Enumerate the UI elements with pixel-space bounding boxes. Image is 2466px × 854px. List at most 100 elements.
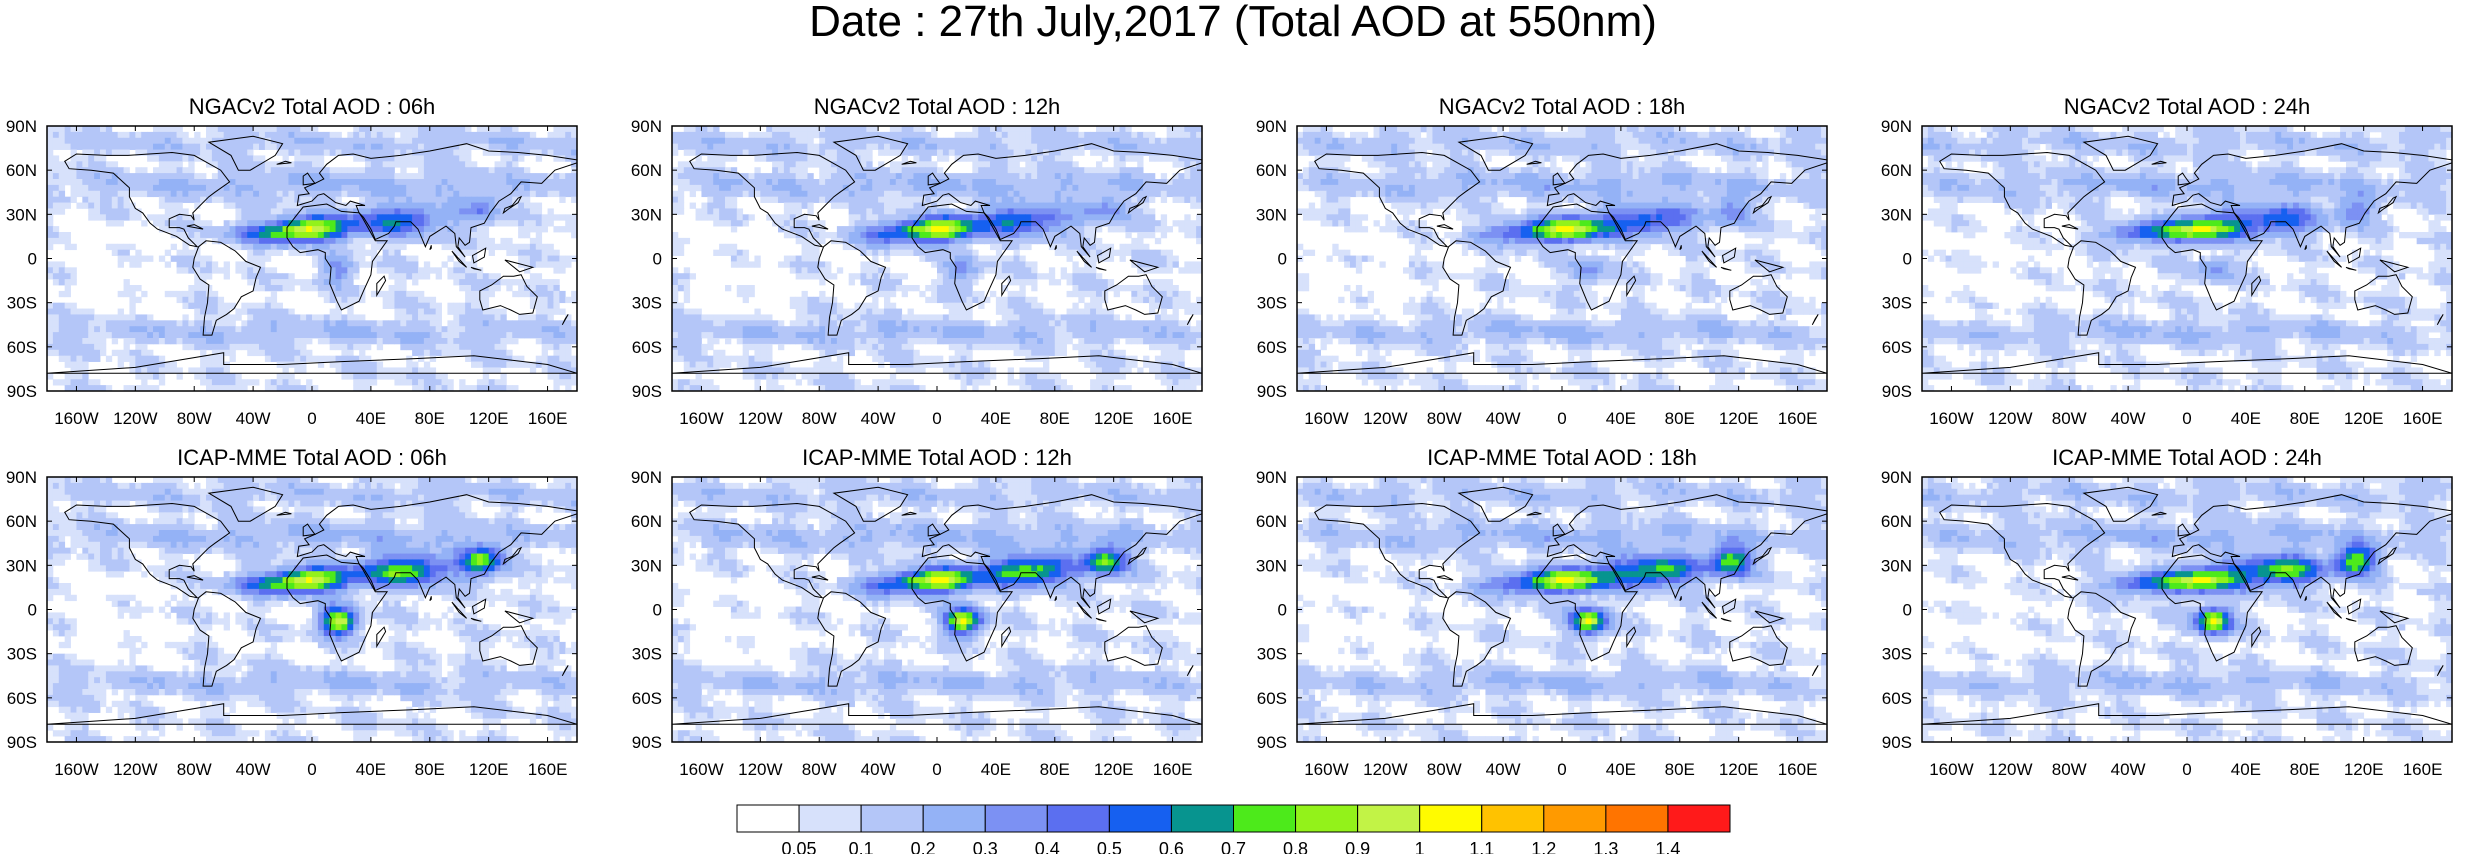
colorbar-label: 1.1 (1469, 839, 1494, 854)
lat-label: 90N (1881, 468, 1912, 487)
coastline (2379, 259, 2410, 273)
coastline (302, 172, 316, 186)
lat-label: 30N (6, 205, 37, 224)
lon-label: 120W (1988, 409, 2032, 428)
coastline (561, 665, 569, 677)
panel-title: NGACv2 Total AOD : 06h (189, 94, 436, 119)
colorbar-label: 0.1 (849, 839, 874, 854)
panel-title: ICAP-MME Total AOD : 06h (177, 445, 447, 470)
coastline (2082, 486, 2159, 522)
lon-label: 0 (932, 760, 941, 779)
coastline (689, 502, 856, 599)
coastline (504, 610, 535, 624)
coastline (451, 250, 467, 268)
lon-label: 80E (1665, 409, 1695, 428)
coastline (1129, 610, 1160, 624)
lon-label: 120E (469, 760, 509, 779)
coastline (64, 151, 231, 248)
lon-label: 80W (177, 760, 212, 779)
coastline (1752, 546, 1773, 566)
lat-label: 90S (1882, 733, 1912, 752)
coastline (64, 502, 231, 599)
lat-label: 90S (632, 733, 662, 752)
lon-label: 0 (1557, 409, 1566, 428)
lon-label: 40E (1606, 409, 1636, 428)
lat-label: 90S (1882, 382, 1912, 401)
lon-label: 40E (1606, 760, 1636, 779)
coastline (1729, 625, 1788, 666)
coastline (2436, 665, 2444, 677)
coastline (1104, 274, 1163, 315)
panel-title: ICAP-MME Total AOD : 24h (2052, 445, 2322, 470)
lat-label: 60N (6, 161, 37, 180)
colorbar-label: 0.6 (1159, 839, 1184, 854)
colorbar-swatch (1170, 804, 1234, 833)
coastline (1314, 502, 1481, 599)
colorbar-label: 1 (1415, 839, 1425, 854)
coastline (1701, 250, 1717, 268)
lon-label: 160W (1929, 409, 1973, 428)
colorbar-label: 0.9 (1345, 839, 1370, 854)
coastline (2067, 240, 2137, 336)
coastline (817, 591, 887, 687)
lon-label: 0 (1557, 760, 1566, 779)
coastline (1095, 617, 1107, 622)
lat-label: 30N (1256, 556, 1287, 575)
lon-label: 160E (1153, 760, 1193, 779)
lon-label: 120E (1094, 409, 1134, 428)
lon-label: 120E (1094, 760, 1134, 779)
coastline (2345, 266, 2357, 271)
coastline (561, 314, 569, 326)
coastline (1186, 665, 1194, 677)
coastline (296, 494, 577, 609)
coastline (2082, 135, 2159, 171)
map-panel: ICAP-MME Total AOD : 06h 160W 120W 80W 40W 0 4… (6, 445, 578, 779)
coastline (1526, 511, 1542, 516)
coastline (1701, 601, 1717, 619)
coastline (1729, 274, 1788, 315)
lon-label: 160E (1153, 409, 1193, 428)
coastline (1536, 203, 1639, 311)
colorbar-swatch (922, 804, 986, 833)
lat-label: 60S (1882, 338, 1912, 357)
coastline (479, 274, 538, 315)
lon-label: 40E (356, 760, 386, 779)
coastline (2171, 494, 2452, 609)
lon-label: 160W (679, 409, 723, 428)
panel-title: NGACv2 Total AOD : 24h (2064, 94, 2311, 119)
coastline (2171, 143, 2452, 258)
coastline (1457, 135, 1534, 171)
lat-label: 90N (6, 468, 37, 487)
lat-label: 90N (1256, 117, 1287, 136)
lat-label: 90S (1257, 733, 1287, 752)
aod-field (47, 477, 577, 742)
lon-label: 40E (356, 409, 386, 428)
lat-label: 90N (1881, 117, 1912, 136)
coastline (1076, 601, 1092, 619)
lat-label: 60N (1256, 512, 1287, 531)
coastline (2251, 275, 2262, 298)
colorbar-swatch (1543, 804, 1607, 833)
coastline (1626, 275, 1637, 298)
coastline (2354, 274, 2413, 315)
coastline (921, 494, 1202, 609)
lat-label: 90S (632, 382, 662, 401)
lon-label: 80W (1427, 760, 1462, 779)
aod-field (1297, 126, 1827, 391)
panel-title: NGACv2 Total AOD : 12h (814, 94, 1061, 119)
colorbar-swatch (1419, 804, 1483, 833)
coastline (1001, 626, 1012, 649)
coastline (1922, 703, 2452, 725)
coastline (1546, 494, 1827, 609)
lat-label: 60S (632, 689, 662, 708)
coastline (471, 598, 487, 615)
coastline (832, 135, 909, 171)
coastline (2377, 546, 2398, 566)
colorbar-swatch (1046, 804, 1110, 833)
coastline (2379, 610, 2410, 624)
lon-label: 120W (738, 409, 782, 428)
coastline (276, 160, 292, 165)
panel-title: NGACv2 Total AOD : 18h (1439, 94, 1686, 119)
coastline (2326, 601, 2342, 619)
lon-label: 40E (981, 760, 1011, 779)
